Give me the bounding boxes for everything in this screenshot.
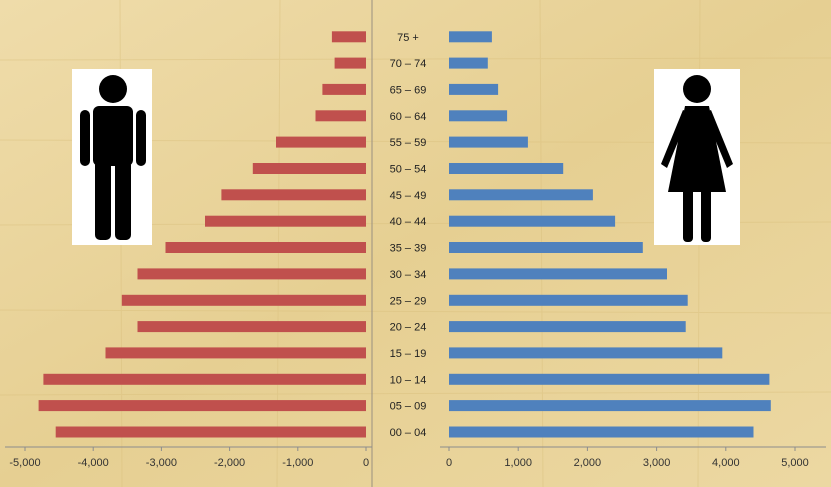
bar-left-15	[331, 31, 366, 43]
bar-left-8	[205, 215, 366, 227]
category-label: 00 – 04	[390, 427, 427, 439]
right-axis-tick-label: 3,000	[643, 457, 671, 469]
bar-left-14	[334, 57, 366, 69]
left-axis-tick-label: -4,000	[78, 457, 109, 469]
bar-left-6	[137, 268, 366, 280]
bar-right-5	[449, 294, 688, 306]
category-label: 55 – 59	[390, 137, 427, 149]
bar-right-1	[449, 400, 771, 412]
bar-right-7	[449, 242, 643, 253]
category-label: 15 – 19	[390, 348, 427, 360]
bar-left-13	[322, 83, 366, 95]
bar-right-14	[449, 57, 488, 69]
male-icon-panel	[72, 69, 152, 245]
bar-left-0	[55, 426, 366, 438]
left-axis-tick-label: 0	[363, 457, 369, 469]
bar-left-1	[38, 400, 366, 412]
bar-left-2	[43, 373, 367, 385]
bar-left-4	[137, 321, 366, 333]
category-label: 25 – 29	[390, 295, 427, 307]
category-label: 65 – 69	[390, 84, 427, 96]
bar-right-3	[449, 347, 723, 359]
right-axis-tick-label: 4,000	[712, 457, 740, 469]
bar-right-10	[449, 163, 564, 174]
male-figure-icon	[80, 75, 146, 240]
category-label: 35 – 39	[390, 243, 427, 255]
bar-right-11	[449, 136, 528, 148]
bar-right-2	[449, 373, 770, 385]
left-axis-tick-label: -3,000	[146, 457, 177, 469]
bar-left-3	[105, 347, 366, 359]
bar-right-12	[449, 110, 508, 122]
right-axis-tick-label: 1,000	[504, 457, 532, 469]
category-label: 30 – 34	[390, 269, 427, 281]
bar-right-13	[449, 83, 499, 95]
bar-right-0	[449, 426, 754, 438]
right-axis-tick-label: 0	[446, 457, 452, 469]
left-axis-tick-label: -2,000	[214, 457, 245, 469]
female-icon-panel	[654, 69, 740, 245]
bar-right-15	[449, 31, 492, 43]
right-axis-tick-label: 5,000	[781, 457, 809, 469]
category-label: 60 – 64	[390, 111, 427, 123]
right-bars	[449, 31, 771, 438]
left-axis-tick-label: -5,000	[9, 457, 40, 469]
category-label: 50 – 54	[390, 164, 427, 176]
bar-right-9	[449, 189, 593, 201]
category-label: 20 – 24	[390, 322, 427, 334]
bar-left-5	[121, 294, 366, 306]
right-axis-tick-label: 2,000	[574, 457, 602, 469]
bar-left-11	[276, 136, 366, 148]
bar-left-9	[221, 189, 366, 201]
category-label: 75 +	[397, 32, 419, 44]
female-figure-icon	[661, 75, 733, 242]
left-bars	[38, 31, 367, 438]
bar-left-7	[165, 242, 366, 253]
category-label: 40 – 44	[390, 216, 427, 228]
bar-right-6	[449, 268, 667, 280]
bar-left-10	[252, 163, 366, 174]
category-label: 45 – 49	[390, 190, 427, 202]
category-label: 70 – 74	[390, 58, 427, 70]
bar-right-4	[449, 321, 686, 333]
category-labels: 00 – 04 05 – 09 10 – 14 15 – 19 20 – 24 25 – …	[390, 32, 427, 439]
bar-right-8	[449, 215, 616, 227]
left-axis-tick-label: -1,000	[282, 457, 313, 469]
axes: -5,000 -4,000 -3,000 -2,000 -1,000 0 0 1,000 2,0…	[5, 0, 826, 487]
bar-left-12	[315, 110, 366, 122]
category-label: 10 – 14	[390, 374, 427, 386]
category-label: 05 – 09	[390, 401, 427, 413]
